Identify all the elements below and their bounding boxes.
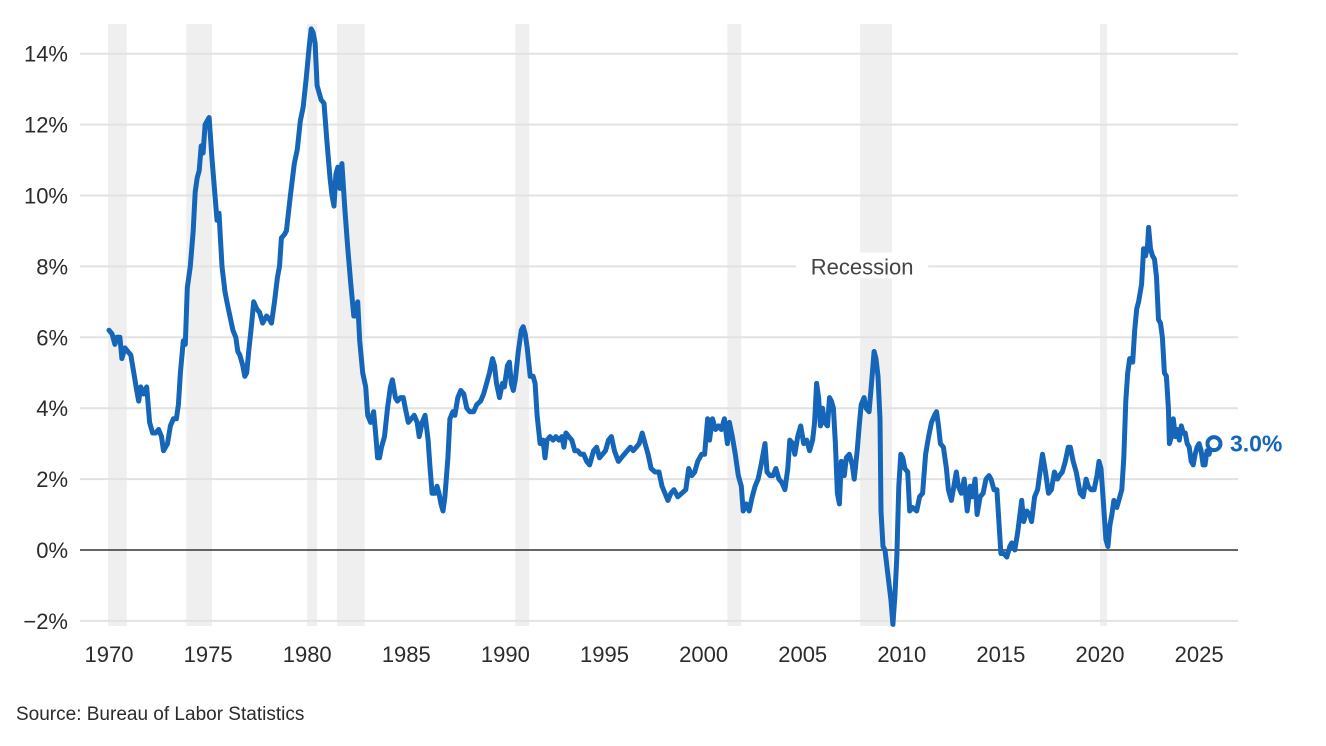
gridlines (80, 52, 1238, 622)
recession-band (108, 24, 127, 626)
y-tick-label: 8% (36, 254, 68, 279)
recession-band (727, 24, 742, 626)
latest-value-label: 3.0% (1230, 431, 1282, 457)
recession-bands (108, 24, 1107, 626)
series-line (106, 26, 1217, 627)
inflation-chart: −2%0%2%4%6%8%10%12%14% 1970 1975 1980 1985 1… (23, 24, 1282, 667)
x-tick-label: 1995 (580, 642, 629, 667)
annotations: Recession (796, 252, 929, 279)
y-tick-label: 0% (36, 538, 68, 563)
latest-value-marker (1205, 435, 1223, 453)
x-tick-label: 1985 (382, 642, 431, 667)
x-axis-ticks: 1970 1975 1980 1985 1990 1995 2000 2005 2010 2015… (85, 642, 1224, 667)
recession-label-background (796, 252, 929, 279)
y-tick-label: 2% (36, 467, 68, 492)
x-tick-label: 1980 (283, 642, 332, 667)
x-tick-label: 2020 (1076, 642, 1125, 667)
x-tick-label: 2000 (679, 642, 728, 667)
series-layer (106, 26, 1217, 627)
y-axis-ticks: −2% 0% 2% 4% 6% 8% 10% 12% 14% (23, 42, 68, 634)
y-tick-label: −2% (23, 609, 68, 634)
recession-band (1100, 24, 1107, 626)
y-tick-label: 10% (24, 184, 68, 209)
x-tick-label: 2005 (778, 642, 827, 667)
y-tick-label: 6% (36, 325, 68, 350)
source-note: Source: Bureau of Labor Statistics (16, 704, 305, 725)
y-tick-label: 14% (24, 42, 68, 67)
x-tick-label: 2010 (877, 642, 926, 667)
x-tick-label: 2015 (976, 642, 1025, 667)
x-tick-label: 2025 (1175, 642, 1224, 667)
x-tick-label: 1970 (85, 642, 134, 667)
x-tick-label: 1990 (481, 642, 530, 667)
y-tick-label: 4% (36, 396, 68, 421)
y-tick-label: 12% (24, 113, 68, 138)
end-marker-layer: 3.0% (1205, 431, 1282, 457)
recession-band (186, 24, 213, 626)
x-tick-label: 1975 (184, 642, 233, 667)
recession-label: Recession (811, 254, 914, 279)
recession-band (307, 24, 318, 626)
recession-band (860, 24, 892, 626)
